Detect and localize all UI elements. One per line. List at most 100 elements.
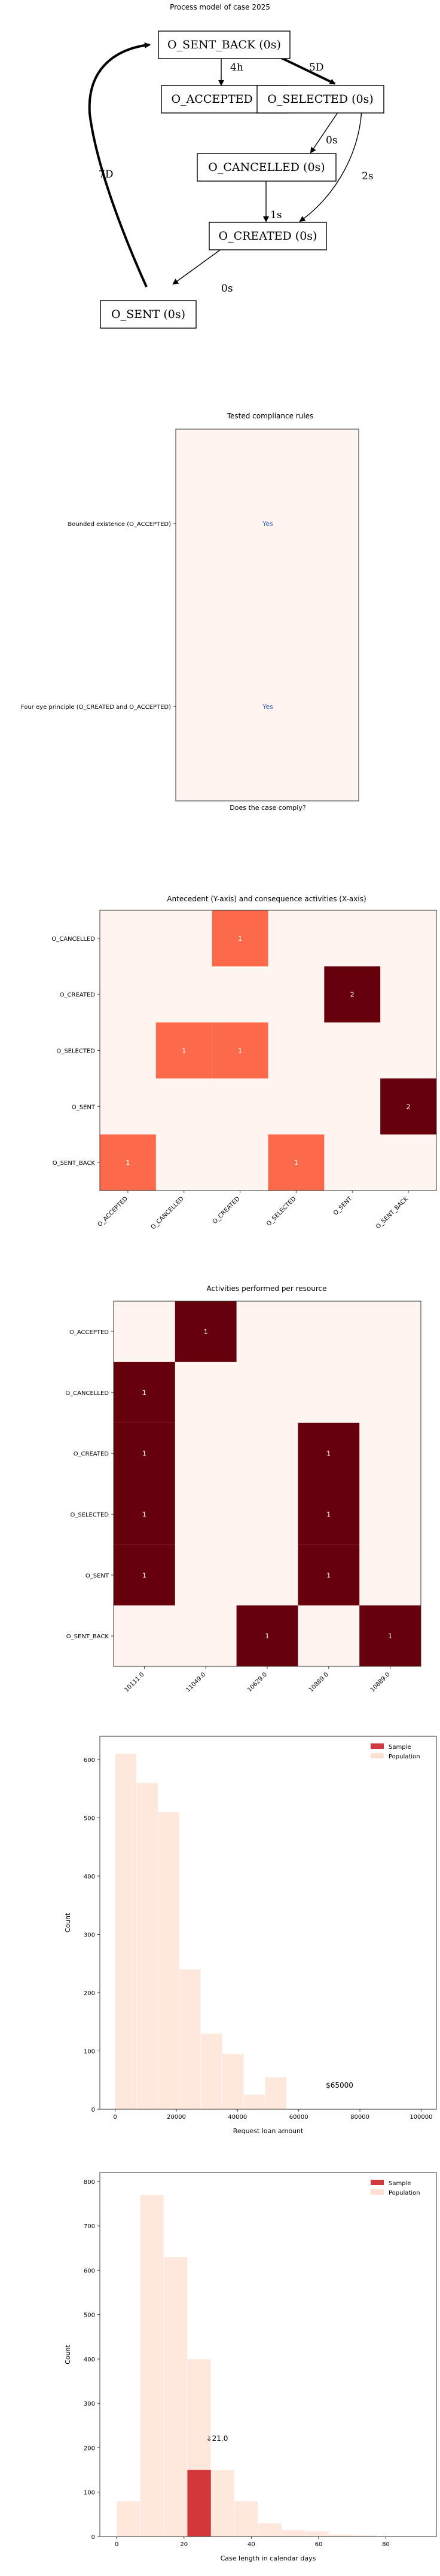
heat-cell-value: 1: [326, 1450, 331, 1458]
heat-cell: [114, 1483, 175, 1545]
legend-label: Population: [389, 2190, 420, 2196]
edge-label: 2s: [362, 170, 374, 182]
node-label: O_SENT_BACK (0s): [167, 38, 281, 51]
heat-cell: [298, 1483, 360, 1545]
x-tick-label: 40000: [228, 2114, 247, 2121]
compliance-rules-chart: Tested compliance rules Bounded existenc…: [21, 412, 359, 812]
y-tick-label: 600: [84, 2268, 95, 2274]
heat-cell-value: 2: [350, 991, 355, 999]
activities-per-resource-heatmap: Activities performed per resource 111 11 1…: [65, 1284, 421, 1693]
heat-cell-value: 1: [265, 1632, 270, 1640]
heat-cell-value: 1: [326, 1571, 331, 1579]
process-model-chart: Process model of case 2025 4h 5D 0s 2s 1s 0s 7…: [88, 3, 384, 329]
x-tick-label: 100000: [410, 2114, 432, 2121]
heat-cell-value: 1: [142, 1450, 146, 1458]
x-tick-label: 80000: [350, 2114, 369, 2121]
x-tick-label: 60000: [289, 2114, 308, 2121]
x-tick-label: 10629.0: [246, 1671, 268, 1693]
x-tick-label: 10889.0: [369, 1671, 392, 1693]
heat-cell-value: 1: [126, 1159, 130, 1167]
population-bar: [115, 1754, 137, 2110]
legend-label: Sample: [389, 2180, 411, 2187]
heat-cell-value: 1: [294, 1159, 298, 1167]
y-tick-label: 500: [84, 1816, 95, 1822]
heat-cell: [155, 1022, 212, 1079]
heat-cell: [212, 1022, 268, 1079]
heat-cell-value: 1: [142, 1389, 146, 1397]
heat-cell-value: 1: [204, 1328, 208, 1336]
population-bar: [222, 2054, 244, 2110]
heat-cell-value: 1: [238, 935, 242, 943]
sample-annotation: ↓21.0: [206, 2434, 228, 2443]
y-tick-label: 200: [84, 1990, 95, 1997]
x-tick-label: 0: [115, 2541, 118, 2548]
x-tick-label: 20: [180, 2541, 188, 2548]
legend-label: Population: [389, 1754, 420, 1760]
x-tick-label: O_SENT_BACK: [375, 1195, 410, 1230]
population-bar: [179, 1969, 201, 2110]
population-bar: [157, 1812, 180, 2110]
population-bar: [116, 2501, 140, 2537]
node-label: O_CREATED (0s): [219, 230, 317, 243]
heat-cell-value: 1: [238, 1047, 242, 1055]
population-bar: [200, 2033, 222, 2110]
x-tick-label: 20000: [167, 2114, 186, 2121]
y-tick-label: O_SELECTED: [56, 1048, 95, 1055]
y-tick-label: 0: [91, 2534, 95, 2541]
heat-cell: [324, 966, 381, 1023]
y-tick-label: O_SENT: [85, 1572, 109, 1579]
heat-cell: [114, 1422, 175, 1484]
plot-frame: [99, 1736, 437, 2110]
population-bar: [281, 2529, 305, 2537]
x-axis-label: Does the case comply?: [230, 804, 306, 812]
y-tick-label: O_CANCELLED: [65, 1390, 109, 1397]
y-tick-label: O_SENT_BACK: [66, 1633, 109, 1640]
chart-title: Antecedent (Y-axis) and consequence acti…: [167, 895, 366, 903]
y-tick-label: O_ACCEPTED: [69, 1329, 109, 1336]
x-tick-label: 60: [315, 2541, 323, 2548]
x-tick-label: 80: [382, 2541, 390, 2548]
node-label: O_SELECTED (0s): [267, 93, 373, 106]
population-bar: [140, 2194, 164, 2537]
x-tick-label: O_CREATED: [212, 1195, 242, 1225]
y-tick-label: 200: [84, 2445, 95, 2452]
heat-cell-value: 1: [142, 1510, 146, 1518]
x-tick-label: 10889.0: [308, 1671, 330, 1693]
y-tick-label: 400: [84, 2357, 95, 2363]
edge-label: 1s: [270, 209, 282, 221]
population-bar: [328, 2534, 353, 2537]
legend-swatch-sample: [371, 1743, 384, 1749]
y-tick-label: 100: [84, 2049, 95, 2055]
x-tick-label: O_SELECTED: [265, 1195, 298, 1228]
node-created: [209, 222, 327, 250]
node-label: O_SENT (0s): [111, 308, 185, 321]
sample-annotation: $65000: [326, 2081, 353, 2089]
compliance-panel: [175, 429, 359, 801]
cell-value: Yes: [262, 703, 273, 711]
population-bar: [163, 2256, 188, 2537]
legend-swatch-population: [371, 1753, 384, 1758]
x-tick-label: O_ACCEPTED: [97, 1195, 130, 1228]
y-tick-label: 600: [84, 1757, 95, 1764]
node-label: O_ACCEPTED (0s): [171, 93, 278, 106]
y-tick-label: O_CREATED: [60, 992, 96, 999]
y-tick-label: Four eye principle (O_CREATED and O_ACCE…: [21, 704, 171, 711]
chart-title: Tested compliance rules: [227, 412, 314, 420]
x-axis-label: Case length in calendar days: [221, 2554, 316, 2562]
legend-label: Sample: [389, 1744, 411, 1751]
y-tick-label: 300: [84, 2401, 95, 2407]
heat-cell: [114, 1362, 175, 1423]
heat-cell: [359, 1605, 421, 1666]
loan-amount-histogram: 0 20000 40000 60000 80000 100000 0 100 200 300 400…: [64, 1736, 437, 2135]
heat-cell-value: 1: [326, 1510, 331, 1518]
heat-cell: [298, 1544, 360, 1606]
population-bar: [305, 2531, 329, 2537]
y-tick-label: 300: [84, 1932, 95, 1939]
chart-title: Activities performed per resource: [207, 1284, 327, 1293]
y-tick-label: 100: [84, 2490, 95, 2497]
population-bar: [243, 2094, 265, 2110]
node-cancelled: [197, 153, 337, 182]
edge-selected-created: [299, 99, 362, 222]
node-sent_back: [158, 30, 291, 59]
x-tick-label: 11049.0: [185, 1671, 207, 1693]
